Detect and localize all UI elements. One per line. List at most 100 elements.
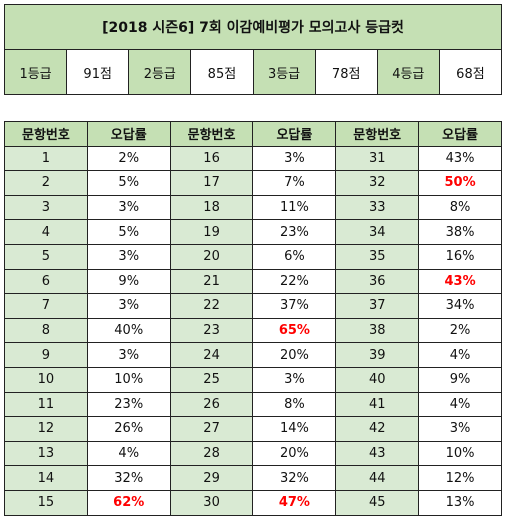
wrong-rate-cell: 3% bbox=[86, 243, 171, 270]
column-header: 오답률 bbox=[86, 121, 171, 147]
wrong-rate-cell: 23% bbox=[86, 391, 171, 418]
question-number-cell: 20 bbox=[169, 243, 254, 270]
wrong-rate-cell: 20% bbox=[252, 440, 337, 467]
wrong-rate-cell: 32% bbox=[86, 465, 171, 491]
high-wrong-rate-cell: 47% bbox=[252, 489, 337, 516]
question-number-cell: 34 bbox=[335, 219, 420, 245]
table-row: 7 3% 22 37% 37 34% bbox=[4, 293, 502, 319]
question-number-cell: 27 bbox=[169, 416, 254, 442]
question-number-cell: 22 bbox=[169, 293, 254, 319]
table-row: 15 62% 30 47% 45 13% bbox=[4, 489, 502, 516]
table-row: 13 4% 28 20% 43 10% bbox=[4, 440, 502, 467]
wrong-rate-cell: 16% bbox=[418, 243, 502, 270]
high-wrong-rate-cell: 65% bbox=[252, 317, 337, 344]
question-number-cell: 4 bbox=[4, 219, 88, 245]
wrong-answer-rate-table: 문항번호 오답률 문항번호 오답률 문항번호 오답률 1 2% 16 3% 31 43% 2… bbox=[4, 121, 502, 516]
question-number-cell: 15 bbox=[4, 489, 88, 516]
grade-label: 3등급 bbox=[252, 49, 316, 95]
question-number-cell: 44 bbox=[335, 465, 420, 491]
grade-cutoff-table: [2018 시즌6] 7회 이감예비평가 모의고사 등급컷 1등급 91점 2등… bbox=[3, 4, 503, 95]
table-row: 4 5% 19 23% 34 38% bbox=[4, 219, 502, 245]
wrong-rate-cell: 26% bbox=[86, 416, 171, 442]
wrong-rate-cell: 3% bbox=[252, 366, 337, 393]
wrong-rate-cell: 40% bbox=[86, 317, 171, 344]
column-header: 오답률 bbox=[252, 121, 337, 147]
wrong-rate-cell: 38% bbox=[418, 219, 502, 245]
question-number-cell: 5 bbox=[4, 243, 88, 270]
high-wrong-rate-cell: 50% bbox=[418, 170, 502, 196]
question-number-cell: 6 bbox=[4, 268, 88, 295]
question-number-cell: 13 bbox=[4, 440, 88, 467]
question-number-cell: 33 bbox=[335, 194, 420, 221]
wrong-rate-cell: 13% bbox=[418, 489, 502, 516]
wrong-rate-cell: 9% bbox=[86, 268, 171, 295]
question-number-cell: 25 bbox=[169, 366, 254, 393]
table-row: 6 9% 21 22% 36 43% bbox=[4, 268, 502, 295]
wrong-rate-cell: 23% bbox=[252, 219, 337, 245]
question-number-cell: 9 bbox=[4, 342, 88, 368]
wrong-rate-cell: 3% bbox=[86, 342, 171, 368]
question-number-cell: 42 bbox=[335, 416, 420, 442]
wrong-rate-cell: 10% bbox=[418, 440, 502, 467]
wrong-rate-cell: 9% bbox=[418, 366, 502, 393]
question-number-cell: 30 bbox=[169, 489, 254, 516]
wrong-rate-cell: 34% bbox=[418, 293, 502, 319]
table-row: 8 40% 23 65% 38 2% bbox=[4, 317, 502, 344]
question-number-cell: 43 bbox=[335, 440, 420, 467]
column-header: 문항번호 bbox=[169, 121, 254, 147]
column-header: 오답률 bbox=[418, 121, 502, 147]
wrong-rate-cell: 2% bbox=[418, 317, 502, 344]
question-number-cell: 11 bbox=[4, 391, 88, 418]
table-row: 12 26% 27 14% 42 3% bbox=[4, 416, 502, 442]
column-header: 문항번호 bbox=[335, 121, 420, 147]
wrong-rate-cell: 2% bbox=[86, 145, 171, 172]
question-number-cell: 35 bbox=[335, 243, 420, 270]
question-number-cell: 7 bbox=[4, 293, 88, 319]
table-row: 5 3% 20 6% 35 16% bbox=[4, 243, 502, 270]
question-number-cell: 38 bbox=[335, 317, 420, 344]
question-number-cell: 23 bbox=[169, 317, 254, 344]
wrong-rate-cell: 3% bbox=[418, 416, 502, 442]
grade-score: 85점 bbox=[190, 49, 254, 95]
question-number-cell: 26 bbox=[169, 391, 254, 418]
question-number-cell: 45 bbox=[335, 489, 420, 516]
grade-score: 68점 bbox=[438, 49, 503, 95]
question-number-cell: 31 bbox=[335, 145, 420, 172]
question-number-cell: 28 bbox=[169, 440, 254, 467]
wrong-rate-cell: 43% bbox=[418, 145, 502, 172]
question-number-cell: 21 bbox=[169, 268, 254, 295]
wrong-rate-cell: 4% bbox=[86, 440, 171, 467]
wrong-rate-cell: 7% bbox=[252, 170, 337, 196]
wrong-rate-cell: 20% bbox=[252, 342, 337, 368]
wrong-rate-cell: 5% bbox=[86, 219, 171, 245]
wrong-rate-cell: 32% bbox=[252, 465, 337, 491]
table-row: 14 32% 29 32% 44 12% bbox=[4, 465, 502, 491]
question-number-cell: 24 bbox=[169, 342, 254, 368]
column-header: 문항번호 bbox=[4, 121, 88, 147]
grade-score: 91점 bbox=[66, 49, 130, 95]
question-number-cell: 39 bbox=[335, 342, 420, 368]
table-row: 9 3% 24 20% 39 4% bbox=[4, 342, 502, 368]
grade-label: 4등급 bbox=[376, 49, 440, 95]
table-row: 1 2% 16 3% 31 43% bbox=[4, 145, 502, 172]
wrong-rate-cell: 22% bbox=[252, 268, 337, 295]
question-number-cell: 16 bbox=[169, 145, 254, 172]
wrong-rate-cell: 4% bbox=[418, 391, 502, 418]
wrong-rate-cell: 8% bbox=[418, 194, 502, 221]
wrong-rate-cell: 8% bbox=[252, 391, 337, 418]
wrong-rate-cell: 37% bbox=[252, 293, 337, 319]
wrong-rate-cell: 4% bbox=[418, 342, 502, 368]
question-number-cell: 36 bbox=[335, 268, 420, 295]
question-number-cell: 41 bbox=[335, 391, 420, 418]
question-number-cell: 32 bbox=[335, 170, 420, 196]
question-number-cell: 19 bbox=[169, 219, 254, 245]
question-number-cell: 12 bbox=[4, 416, 88, 442]
cutoff-title: [2018 시즌6] 7회 이감예비평가 모의고사 등급컷 bbox=[4, 4, 502, 50]
grade-label: 2등급 bbox=[128, 49, 192, 95]
question-number-cell: 10 bbox=[4, 366, 88, 393]
wrong-rate-cell: 10% bbox=[86, 366, 171, 393]
wrong-rate-cell: 3% bbox=[86, 194, 171, 221]
table-row: 10 10% 25 3% 40 9% bbox=[4, 366, 502, 393]
question-number-cell: 3 bbox=[4, 194, 88, 221]
question-number-cell: 8 bbox=[4, 317, 88, 344]
